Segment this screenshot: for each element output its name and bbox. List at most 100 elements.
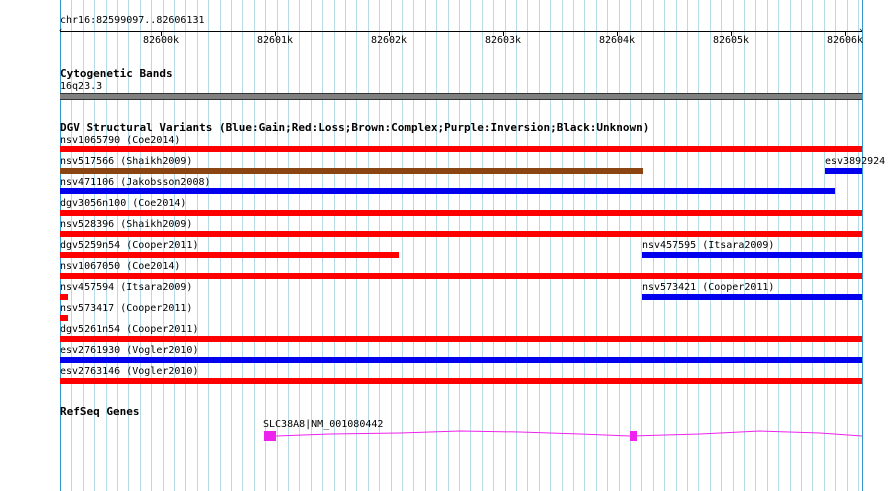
grid-line (516, 0, 517, 491)
grid-line (322, 0, 323, 491)
gene-exon[interactable] (630, 431, 637, 441)
variant-bar-gain[interactable] (825, 168, 862, 174)
variant-label: nsv528396 (Shaikh2009) (60, 219, 193, 230)
grid-line (140, 0, 141, 491)
grid-line (174, 0, 175, 491)
grid-line (862, 0, 863, 491)
variant-bar-complex[interactable] (60, 168, 643, 174)
variant-bar-gain[interactable] (642, 252, 862, 258)
variant-bar-gain[interactable] (60, 188, 835, 194)
variant-label: dgv5259n54 (Cooper2011) (60, 240, 199, 251)
variant-bar-loss[interactable] (60, 252, 399, 258)
variant-label: nsv457595 (Itsara2009) (642, 240, 775, 251)
gene-exon[interactable] (264, 431, 276, 441)
grid-line (163, 0, 164, 491)
gene-label: SLC38A8|NM_001080442 (263, 419, 384, 430)
gene-intron-line (275, 430, 863, 437)
grid-line (630, 0, 631, 491)
cytogenetic-bands-track-title[interactable]: Cytogenetic Bands (60, 67, 173, 80)
grid-line (106, 0, 107, 491)
grid-line (493, 0, 494, 491)
grid-line (755, 0, 756, 491)
grid-line (619, 0, 620, 491)
ruler-tick-label: 82606k (826, 35, 864, 46)
variant-label: nsv457594 (Itsara2009) (60, 282, 193, 293)
grid-line (710, 0, 711, 491)
variant-bar-loss[interactable] (60, 336, 862, 342)
variant-bar-loss[interactable] (60, 378, 862, 384)
grid-line (607, 0, 608, 491)
grid-line (413, 0, 414, 491)
grid-line (299, 0, 300, 491)
grid-line (790, 0, 791, 491)
grid-line (220, 0, 221, 491)
grid-line (185, 0, 186, 491)
variant-label: nsv573421 (Cooper2011) (642, 282, 775, 293)
variant-bar-loss[interactable] (60, 210, 862, 216)
variant-label: nsv573417 (Cooper2011) (60, 303, 193, 314)
grid-line (151, 0, 152, 491)
ruler-tick (389, 31, 390, 36)
grid-line (265, 0, 266, 491)
grid-line (778, 0, 779, 491)
ruler-tick-label: 82602k (370, 35, 408, 46)
ruler-tick-label: 82601k (256, 35, 294, 46)
variant-bar-loss[interactable] (60, 294, 68, 300)
grid-line (254, 0, 255, 491)
variant-label: esv2763146 (Vogler2010) (60, 366, 199, 377)
grid-line (664, 0, 665, 491)
variant-label: nsv1067050 (Coe2014) (60, 261, 181, 272)
refseq-genes-track-title[interactable]: RefSeq Genes (60, 405, 140, 418)
grid-line (448, 0, 449, 491)
grid-line (459, 0, 460, 491)
grid-line (117, 0, 118, 491)
grid-line (402, 0, 403, 491)
grid-line (208, 0, 209, 491)
ruler-left-arrow-icon: ‹ (58, 26, 64, 36)
grid-line (824, 0, 825, 491)
grid-line (641, 0, 642, 491)
grid-line (847, 0, 848, 491)
ruler-tick (161, 31, 162, 36)
variant-bar-loss[interactable] (60, 146, 862, 152)
variant-label: esv3892924 (825, 156, 886, 167)
variant-bar-loss[interactable] (60, 273, 862, 279)
grid-line (858, 0, 859, 491)
grid-line (698, 0, 699, 491)
grid-line (767, 0, 768, 491)
grid-line (812, 0, 813, 491)
variant-bar-gain[interactable] (642, 294, 862, 300)
grid-line (596, 0, 597, 491)
grid-line (345, 0, 346, 491)
ruler-line (60, 31, 862, 32)
grid-line (436, 0, 437, 491)
grid-line (505, 0, 506, 491)
variant-bar-gain[interactable] (60, 357, 862, 363)
ruler-tick-label: 82604k (598, 35, 636, 46)
cytoband-bar[interactable] (60, 93, 862, 100)
grid-line (197, 0, 198, 491)
grid-line (687, 0, 688, 491)
ruler-tick-label: 82600k (142, 35, 180, 46)
grid-line (356, 0, 357, 491)
grid-line (311, 0, 312, 491)
variant-label: dgv5261n54 (Cooper2011) (60, 324, 199, 335)
grid-line (482, 0, 483, 491)
grid-line (277, 0, 278, 491)
grid-line (425, 0, 426, 491)
grid-line (470, 0, 471, 491)
grid-line (562, 0, 563, 491)
ruler-tick (617, 31, 618, 36)
variant-bar-loss[interactable] (60, 315, 68, 321)
grid-line (231, 0, 232, 491)
grid-line (60, 0, 61, 491)
ruler-coordinates-label: chr16:82599097..82606131 (60, 15, 205, 26)
grid-line (379, 0, 380, 491)
grid-line (835, 0, 836, 491)
variant-label: dgv3056n100 (Coe2014) (60, 198, 187, 209)
dgv-track-title[interactable]: DGV Structural Variants (Blue:Gain;Red:L… (60, 121, 650, 134)
ruler-tick (845, 31, 846, 36)
variant-bar-loss[interactable] (60, 231, 862, 237)
